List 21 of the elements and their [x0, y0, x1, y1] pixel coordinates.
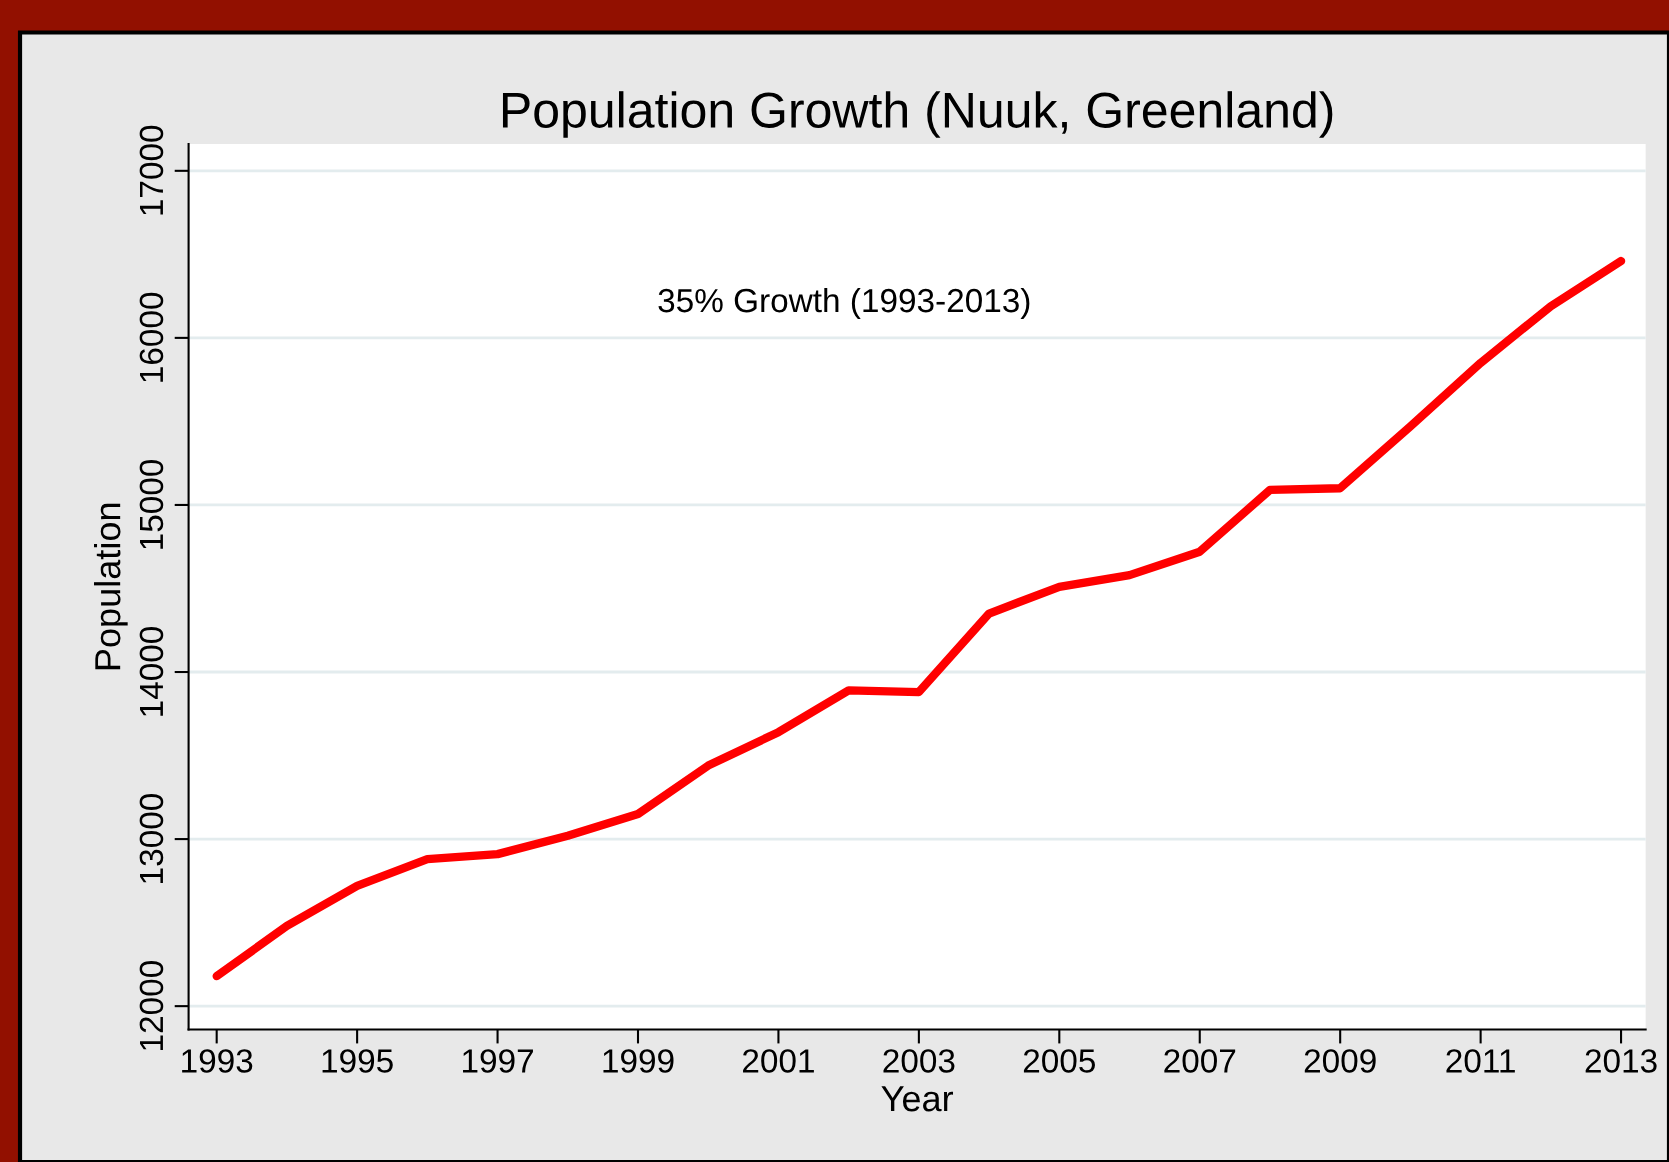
- x-tick-label: 2009: [1304, 1049, 1376, 1073]
- x-tick-label: 1993: [182, 1049, 253, 1073]
- y-tick-label: 17000: [139, 125, 164, 215]
- y-tick-label: 13000: [139, 794, 164, 883]
- x-tick-label: 2013: [1585, 1049, 1657, 1073]
- chart-title: Population Growth (Nuuk, Greenland): [502, 91, 1333, 138]
- y-tick-label: 16000: [139, 292, 164, 382]
- x-tick-label: 2001: [743, 1049, 814, 1073]
- x-tick-label: 2007: [1164, 1049, 1236, 1073]
- x-tick-label: 2011: [1446, 1049, 1515, 1073]
- y-axis-title: Population: [94, 503, 128, 670]
- x-tick-label: 1999: [603, 1049, 674, 1073]
- x-tick-label: 1997: [463, 1049, 533, 1073]
- annotation: 35% Growth (1993-2013): [658, 287, 1030, 319]
- x-tick-label: 2003: [883, 1049, 955, 1073]
- y-tick-label: 14000: [139, 626, 164, 716]
- x-tick-label: 2005: [1023, 1049, 1095, 1073]
- y-tick-label: 15000: [139, 459, 164, 549]
- x-axis-title: Year: [881, 1086, 954, 1112]
- x-tick-label: 1995: [322, 1049, 393, 1073]
- y-tick-label: 12000: [139, 961, 164, 1050]
